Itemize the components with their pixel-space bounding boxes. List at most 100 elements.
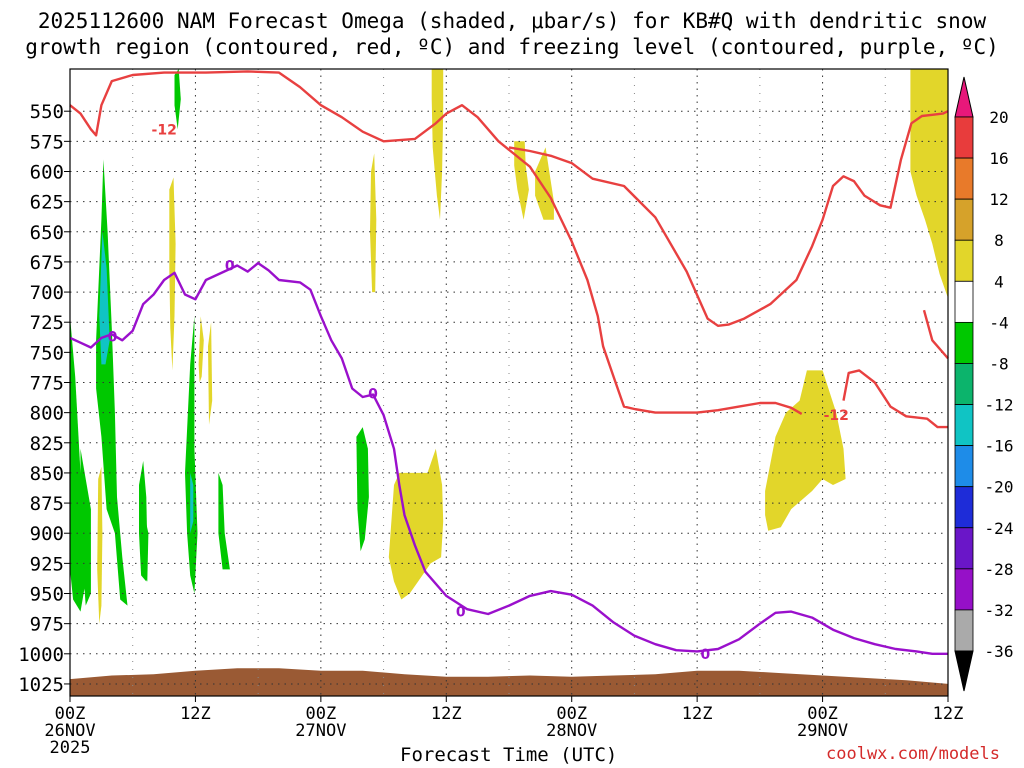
y-tick-label-675: 675 [30,252,64,274]
y-tick-label-900: 900 [30,523,64,545]
y-tick-label-625: 625 [30,192,64,214]
x-tick-label-12: 12Z [180,704,211,724]
colorbar-label-7: -12 [985,396,1014,415]
x-tick-label-60: 12Z [682,704,713,724]
omega-shaded-region-11 [356,427,369,552]
freezing-level-label-extra-4: 0 [225,259,235,275]
omega-shaded-region-21 [765,370,846,531]
omega-shaded-region-10 [218,472,230,570]
omega-shading-layer [70,69,948,624]
y-tick-label-575: 575 [30,131,64,153]
colorbar-box-2 [954,157,974,200]
colorbar-box-7 [954,363,974,405]
x-tick-date-24: 27NOV [295,721,346,741]
colorbar-box-8 [954,404,974,447]
y-tick-label-650: 650 [30,222,64,244]
colorbar-box-4 [954,239,974,282]
terrain-fill [70,668,948,696]
omega-shaded-region-22 [910,69,948,299]
contour-label-5: 0 [108,330,118,346]
omega-shaded-region-14 [198,316,204,383]
colorbar-label-9: -20 [985,478,1014,497]
colorbar-box-9 [954,445,974,488]
contour-label-2: -12 [824,408,849,424]
colorbar-top-triangle [954,76,974,118]
colorbar-label-2: 12 [989,190,1008,209]
chart-title-line-1: 2025112600 NAM Forecast Omega (shaded, μ… [37,9,987,33]
omega-shaded-region-20 [535,147,554,220]
x-tick-year-0: 2025 [50,738,91,758]
colorbar-label-4: 4 [994,272,1004,291]
y-tick-label-925: 925 [30,553,64,575]
colorbar-box-10 [954,486,974,529]
colorbar-box-11 [954,527,974,570]
omega-shaded-region-17 [388,448,444,600]
contour-line-3 [842,369,948,429]
omega-shaded-region-16 [370,153,377,293]
omega-shaded-region-7 [174,69,181,130]
omega-shaded-region-12 [97,466,103,624]
x-tick-date-0: 26NOV [44,721,95,741]
colorbar-label-12: -32 [985,601,1014,620]
y-tick-label-825: 825 [30,433,64,455]
x-tick-label-84: 12Z [933,704,964,724]
chart-title-line-2: growth region (contoured, red, ºC) and f… [25,35,999,59]
y-tick-label-1000: 1000 [18,644,64,666]
x-tick-label-72: 00Z [807,704,838,724]
contour-line-1 [69,70,803,415]
x-axis-label: Forecast Time (UTC) [400,744,618,766]
x-tick-date-72: 29NOV [797,721,848,741]
colorbar-label-8: -16 [985,437,1014,456]
x-tick-label-0: 00Z [55,704,86,724]
contour-line-4 [922,309,949,360]
x-tick-label-24: 00Z [305,704,336,724]
freezing-level-label-extra-2: 0 [456,605,466,621]
y-tick-label-725: 725 [30,312,64,334]
omega-shaded-region-2 [80,448,91,606]
x-tick-label-48: 00Z [556,704,587,724]
colorbar-box-1 [954,116,974,159]
colorbar-label-1: 16 [989,149,1008,168]
colorbar-box-5 [954,280,974,323]
terrain-layer [70,668,948,696]
x-tick-date-48: 28NOV [546,721,597,741]
credit-link[interactable]: coolwx.com/models [826,744,1000,764]
y-tick-label-1025: 1025 [18,674,64,696]
contour-line-5 [69,261,948,655]
colorbar-label-13: -36 [985,642,1014,661]
y-tick-label-600: 600 [30,161,64,183]
omega-shaded-region-9 [190,472,194,534]
freezing-level-label-extra-1: 0 [368,386,378,402]
y-tick-label-850: 850 [30,463,64,485]
colorbar-label-3: 8 [994,231,1004,250]
y-tick-label-875: 875 [30,493,64,515]
omega-shaded-region-6 [143,509,149,582]
y-tick-label-775: 775 [30,373,64,395]
contour-layer: -12 -12 0 0 0 0 0 [69,70,949,663]
colorbar-box-3 [954,198,974,241]
contour-label-1: -12 [152,122,177,138]
colorbar-box-13 [954,609,974,652]
freezing-level-label-extra-3: 0 [700,647,710,663]
colorbar-label-10: -24 [985,519,1014,538]
omega-shaded-region-4 [99,231,110,365]
axes-layer: 550 575 600 625 650 675 700 725 750 775 800 825 850 8… [18,68,964,758]
colorbar-label-6: -8 [989,354,1008,373]
colorbar-label-0: 20 [989,108,1008,127]
omega-shaded-region-18 [431,69,444,220]
y-tick-label-975: 975 [30,614,64,636]
y-tick-label-550: 550 [30,101,64,123]
omega-shaded-region-8 [185,316,198,594]
contour-line-2 [508,110,949,327]
colorbar-bottom-triangle [954,650,974,692]
x-tick-label-36: 12Z [431,704,462,724]
y-tick-label-700: 700 [30,282,64,304]
omega-shaded-region-19 [514,141,529,220]
omega-shaded-region-15 [208,322,213,425]
y-tick-label-800: 800 [30,403,64,425]
colorbar-label-5: -4 [989,313,1008,332]
grid-layer [70,69,948,696]
colorbar-label-11: -28 [985,560,1014,579]
colorbar-box-12 [954,568,974,611]
